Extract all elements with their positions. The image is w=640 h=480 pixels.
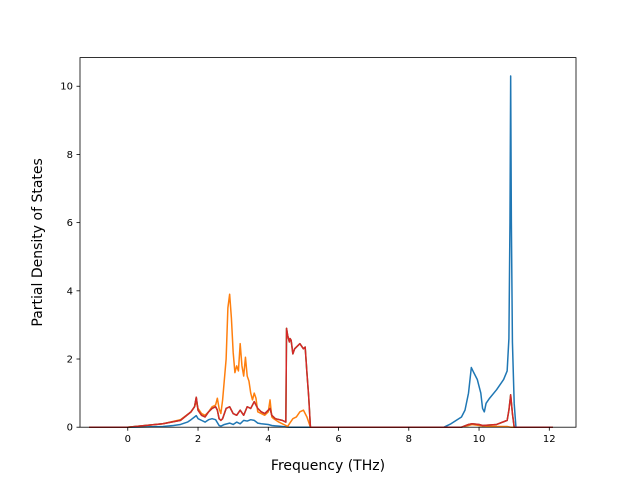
axes-frame [79,57,577,428]
plot-area-background [80,57,576,428]
x-tick-label: 10 [473,434,486,445]
y-axis-title: Partial Density of States [30,158,46,326]
y-tick-label: 0 [67,423,73,434]
y-tick-label: 2 [67,355,73,366]
series-line-4 [89,327,553,428]
x-tick-label: 0 [125,434,131,445]
axes-spines [79,57,577,428]
x-tick-label: 12 [543,434,556,445]
series-line-1 [89,75,553,428]
y-tick-label: 4 [67,286,73,297]
x-tick-label: 2 [195,434,201,445]
y-tick-label: 8 [67,150,73,161]
x-tick-label: 6 [335,434,341,445]
x-tick-label: 8 [406,434,412,445]
x-axis-ticks: 0 2 4 6 8 10 12 [125,427,556,445]
y-tick-label: 10 [60,82,73,93]
x-axis-title: Frequency (THz) [271,458,385,474]
y-axis-ticks: 0 2 4 6 8 10 [60,82,80,434]
x-tick-label: 4 [265,434,271,445]
y-tick-label: 6 [67,218,73,229]
